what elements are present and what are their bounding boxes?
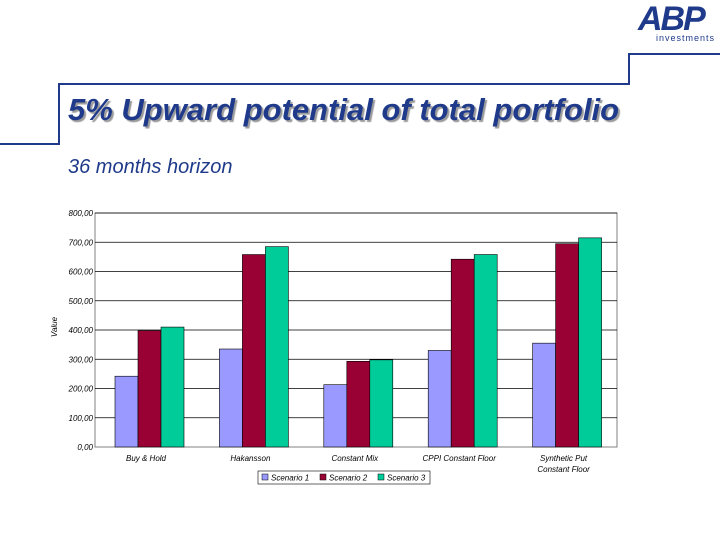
page-subtitle: 36 months horizon — [68, 156, 233, 178]
x-category-label: Buy & Hold — [126, 454, 167, 463]
legend-label: Scenario 3 — [387, 474, 426, 483]
x-category-label: CPPI Constant Floor — [423, 454, 497, 463]
abp-logo: ABP investments — [638, 2, 716, 46]
bar-2 — [137, 330, 162, 448]
y-axis-label: Value — [50, 316, 59, 337]
legend — [257, 470, 431, 485]
y-tick-label: 600,00 — [69, 268, 94, 277]
y-tick-label: 200,00 — [68, 385, 94, 394]
y-tick-label: 500,00 — [69, 297, 94, 306]
y-tick-label: 400,00 — [69, 326, 94, 335]
bar-3 — [369, 359, 394, 448]
title-rule-left — [58, 83, 60, 145]
y-tick-label: 0,00 — [77, 443, 93, 452]
bar-3 — [473, 254, 498, 448]
y-tick-label: 800,00 — [69, 209, 94, 218]
x-category-label: Synthetic Put — [540, 454, 588, 463]
bar-1 — [323, 384, 348, 448]
title-rule-bottom — [0, 143, 60, 145]
bar-1 — [114, 375, 139, 448]
x-category-label: Constant Floor — [537, 465, 590, 474]
bar-1 — [532, 342, 556, 448]
y-tick-label: 700,00 — [69, 238, 94, 247]
logo-text: ABP — [638, 0, 706, 38]
legend-swatch — [261, 473, 269, 481]
legend-swatch — [319, 473, 327, 481]
bar-2 — [242, 254, 266, 448]
y-tick-label: 100,00 — [69, 414, 94, 423]
logo-subtext: investments — [656, 33, 716, 43]
bar-2 — [555, 243, 579, 448]
y-tick-label: 300,00 — [69, 355, 94, 364]
header-rule-step — [628, 53, 630, 85]
bar-2 — [450, 258, 475, 448]
bar-1 — [219, 348, 243, 448]
bar-3 — [160, 326, 185, 448]
bar-3 — [578, 237, 602, 448]
page-title: 5% Upward potential of total portfolio — [68, 92, 620, 127]
header-rule — [58, 83, 630, 85]
x-category-label: Constant Mix — [331, 454, 379, 463]
legend-swatch — [377, 473, 385, 481]
bar-3 — [265, 246, 289, 448]
bar-2 — [346, 360, 371, 448]
header-rule-right — [628, 53, 720, 55]
legend-label: Scenario 2 — [329, 474, 368, 483]
bar-1 — [427, 350, 452, 448]
x-category-label: Hakansson — [230, 454, 271, 463]
legend-label: Scenario 1 — [271, 474, 309, 483]
